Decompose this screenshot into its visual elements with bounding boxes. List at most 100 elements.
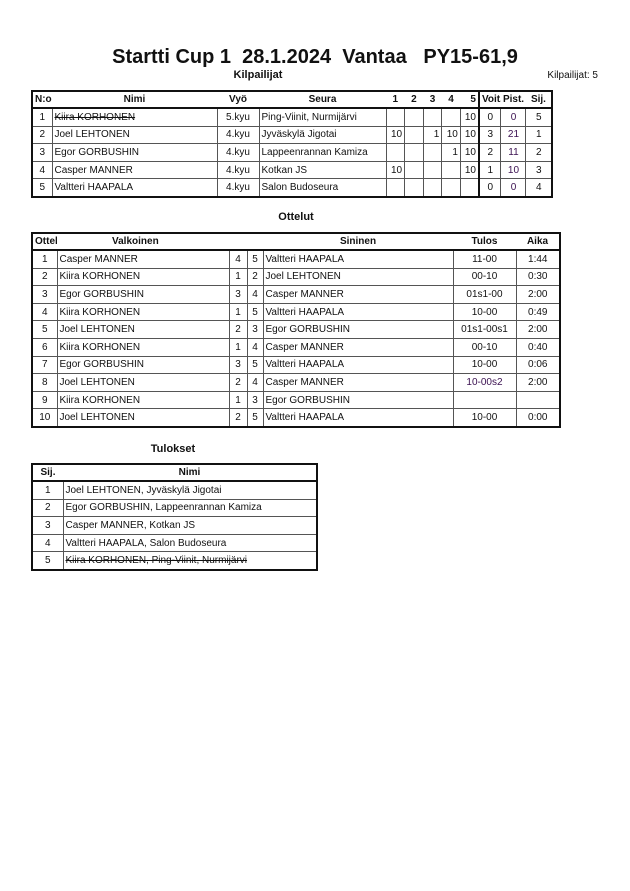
result-row: 2 Egor GORBUSHIN, Lappeenrannan Kamiza: [31, 498, 318, 518]
match-row: 2 Kiira KORHONEN 1 2 Joel LEHTONEN 00-10 0:30: [31, 267, 561, 287]
match-row: 1 Casper MANNER 4 5 Valtteri HAAPALA 11-00 1:4…: [31, 249, 561, 269]
column-header: Voit.: [477, 91, 501, 109]
competitor-club: Ping-Viinit, Nurmijärvi: [258, 107, 387, 127]
result-name: Egor GORBUSHIN, Lappeenrannan Kamiza: [62, 498, 318, 518]
white-number: 2: [228, 373, 248, 392]
column-header: 3: [423, 91, 442, 109]
result-row: 3 Casper MANNER, Kotkan JS: [31, 516, 318, 535]
white-competitor: Egor GORBUSHIN: [56, 355, 230, 375]
white-number: 1: [228, 267, 248, 287]
column-header: 4: [441, 91, 461, 109]
competitor-wins: 0: [477, 107, 502, 127]
match-number: 10: [31, 408, 58, 428]
blue-competitor: Casper MANNER: [262, 373, 454, 392]
match-score: 1: [441, 143, 461, 162]
competitor-row: 2 Joel LEHTONEN 4.kyu Jyväskylä Jigotai 10 1 1…: [31, 125, 553, 145]
competitor-number: 5: [31, 178, 53, 198]
blue-competitor: Valtteri HAAPALA: [262, 408, 454, 428]
match-score: [422, 107, 443, 127]
column-header: 2: [404, 91, 424, 109]
blue-competitor: Egor GORBUSHIN: [262, 320, 454, 339]
white-competitor: Joel LEHTONEN: [56, 320, 230, 339]
blue-number: 3: [246, 320, 264, 339]
match-result: 11-00: [452, 249, 517, 269]
competitor-name: Kiira KORHONEN: [51, 107, 218, 127]
match-result: 10-00: [452, 302, 517, 322]
match-score: 10: [441, 125, 461, 145]
match-time: 0:40: [515, 337, 561, 357]
result-place: 4: [31, 533, 64, 553]
competitor-points: 11: [500, 143, 527, 162]
competitors-table: N:o Nimi Vyö Seura 1 2 3 4 5 Voit. Pist. Sij. 1 Kiira…: [31, 90, 553, 198]
competitor-wins: 2: [477, 143, 502, 162]
blue-number: 4: [246, 373, 264, 392]
competitor-belt: 4.kyu: [216, 160, 260, 180]
match-time: 2:00: [515, 320, 561, 339]
competitor-place: 1: [525, 125, 553, 145]
column-header: Seura: [259, 91, 386, 109]
competitor-count: Kilpailijat: 5: [547, 70, 598, 81]
blue-competitor: Egor GORBUSHIN: [262, 390, 454, 410]
column-header: Vyö: [217, 91, 259, 109]
white-competitor: Joel LEHTONEN: [56, 408, 230, 428]
match-number: 1: [31, 249, 58, 269]
competitor-number: 3: [31, 143, 53, 162]
match-score: 10: [459, 143, 480, 162]
column-header: 1: [386, 91, 405, 109]
match-time: 0:00: [515, 408, 561, 428]
competitor-row: 1 Kiira KORHONEN 5.kyu Ping-Viinit, Nurmijä…: [31, 107, 553, 127]
competitor-name: Joel LEHTONEN: [51, 125, 218, 145]
white-number: 3: [228, 285, 248, 304]
competitor-belt: 4.kyu: [216, 178, 260, 198]
white-number: 4: [228, 249, 248, 269]
match-time: 2:00: [515, 285, 561, 304]
match-time: 0:06: [515, 355, 561, 375]
competitor-row: 3 Egor GORBUSHIN 4.kyu Lappeenrannan Kamiza…: [31, 143, 553, 162]
column-header: Sij.: [525, 91, 552, 109]
match-result: 10-00: [452, 408, 517, 428]
competitor-name: Casper MANNER: [51, 160, 218, 180]
result-place: 3: [31, 516, 64, 535]
match-score: 1: [422, 125, 443, 145]
match-time: 1:44: [515, 249, 561, 269]
match-score: [441, 107, 461, 127]
match-row: 8 Joel LEHTONEN 2 4 Casper MANNER 10-00s2 2:00: [31, 373, 561, 392]
match-row: 10 Joel LEHTONEN 2 5 Valtteri HAAPALA 10-00 0:…: [31, 408, 561, 428]
column-header: Nimi: [52, 91, 217, 109]
page-title: Startti Cup 1 28.1.2024 Vantaa PY15-61,9: [112, 46, 518, 68]
competitor-wins: 0: [477, 178, 502, 198]
match-result: 10-00: [452, 355, 517, 375]
match-row: 7 Egor GORBUSHIN 3 5 Valtteri HAAPALA 10-00 0:…: [31, 355, 561, 375]
white-number: 2: [228, 320, 248, 339]
match-number: 8: [31, 373, 58, 392]
column-header: Pist.: [500, 91, 526, 109]
match-number: 4: [31, 302, 58, 322]
blue-number: 5: [246, 355, 264, 375]
match-score: [441, 160, 461, 180]
match-result: 01s1-00s1: [452, 320, 517, 339]
competitor-club: Salon Budoseura: [258, 178, 387, 198]
match-row: 5 Joel LEHTONEN 2 3 Egor GORBUSHIN 01s1-00s1 2…: [31, 320, 561, 339]
result-row: 1 Joel LEHTONEN, Jyväskylä Jigotai: [31, 480, 318, 500]
result-row: 5 Kiira KORHONEN, Ping-Viinit, Nurmijärvi: [31, 551, 318, 571]
result-name: Joel LEHTONEN, Jyväskylä Jigotai: [62, 480, 318, 500]
match-score: [385, 143, 406, 162]
white-number: 1: [228, 302, 248, 322]
match-score: [441, 178, 461, 198]
competitor-wins: 1: [477, 160, 502, 180]
competitor-belt: 4.kyu: [216, 125, 260, 145]
match-result: 10-00s2: [452, 373, 517, 392]
match-result: 00-10: [452, 267, 517, 287]
blue-competitor: Casper MANNER: [262, 337, 454, 357]
match-score: [404, 178, 424, 198]
competitor-name: Valtteri HAAPALA: [51, 178, 218, 198]
column-header: Valkoinen: [57, 233, 263, 251]
white-number: 1: [228, 337, 248, 357]
match-time: 0:49: [515, 302, 561, 322]
result-row: 4 Valtteri HAAPALA, Salon Budoseura: [31, 533, 318, 553]
competitor-belt: 5.kyu: [216, 107, 260, 127]
results-heading: Tulokset: [150, 443, 196, 455]
competitor-row: 4 Casper MANNER 4.kyu Kotkan JS 10 10 1 10 3: [31, 160, 553, 180]
column-header: Sininen: [263, 233, 453, 251]
competitor-place: 3: [525, 160, 553, 180]
